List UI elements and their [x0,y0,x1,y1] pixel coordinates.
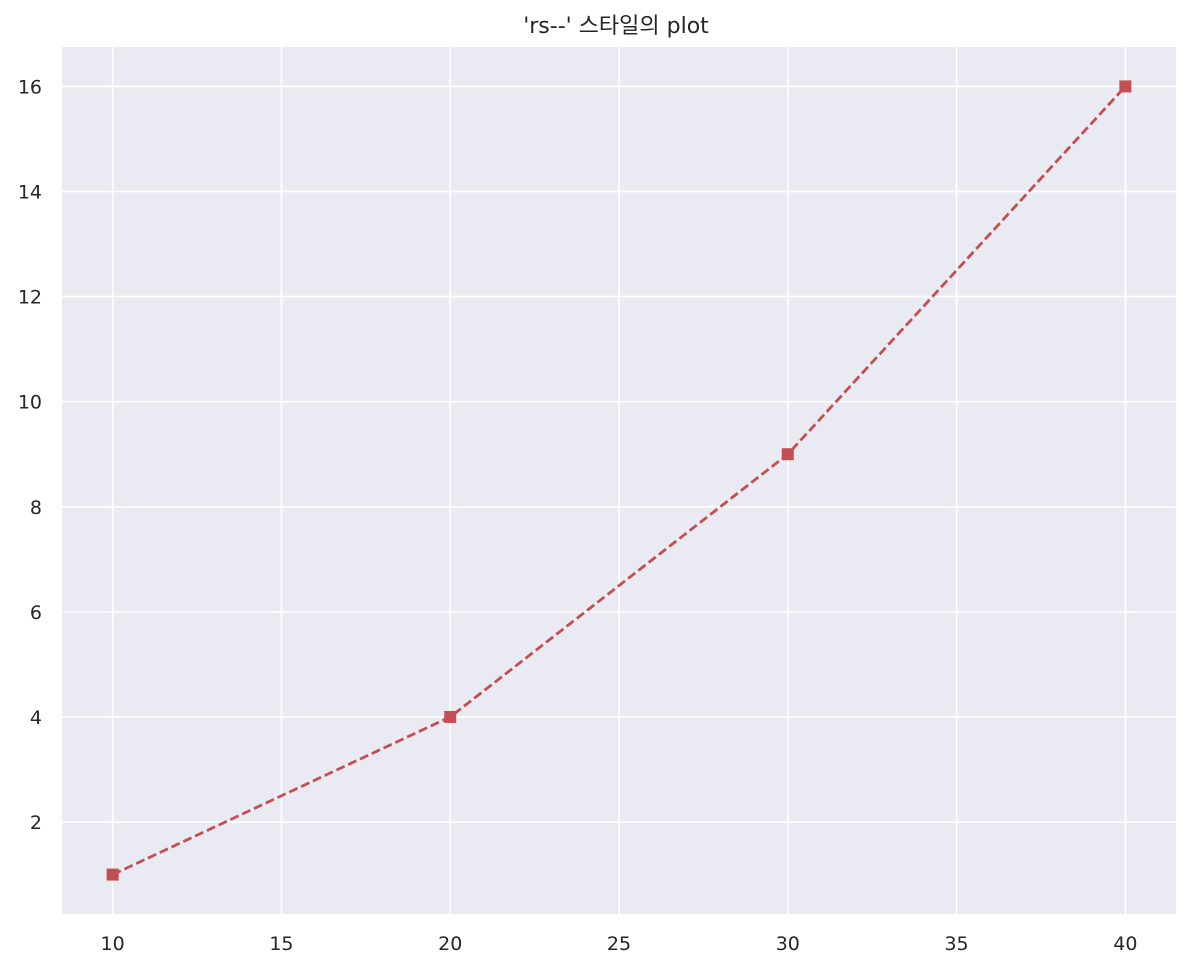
y-tick-label: 6 [30,602,42,624]
data-point [781,448,794,461]
x-tick-label: 25 [607,933,631,955]
x-tick-label: 35 [944,933,968,955]
x-axis-ticks: 10 15 20 25 30 35 40 [101,933,1138,955]
y-tick-label: 12 [18,287,42,309]
y-tick-label: 4 [30,707,42,729]
y-tick-label: 8 [30,497,42,519]
chart-title: 'rs--' 스타일의 plot [523,14,709,39]
y-tick-label: 2 [30,812,42,834]
data-point [444,710,457,723]
data-point [106,868,119,881]
data-point [1119,80,1132,93]
grid-lines [62,47,1176,914]
y-tick-label: 10 [18,392,42,414]
x-tick-label: 20 [438,933,462,955]
x-tick-label: 30 [776,933,800,955]
x-tick-label: 10 [101,933,125,955]
y-tick-label: 14 [18,182,42,204]
x-tick-label: 40 [1113,933,1137,955]
y-axis-ticks: 2 4 6 8 10 12 14 16 [18,76,42,834]
y-tick-label: 16 [18,76,42,98]
series-line [112,85,1127,876]
x-tick-label: 15 [269,933,293,955]
series-layer [106,80,1132,881]
